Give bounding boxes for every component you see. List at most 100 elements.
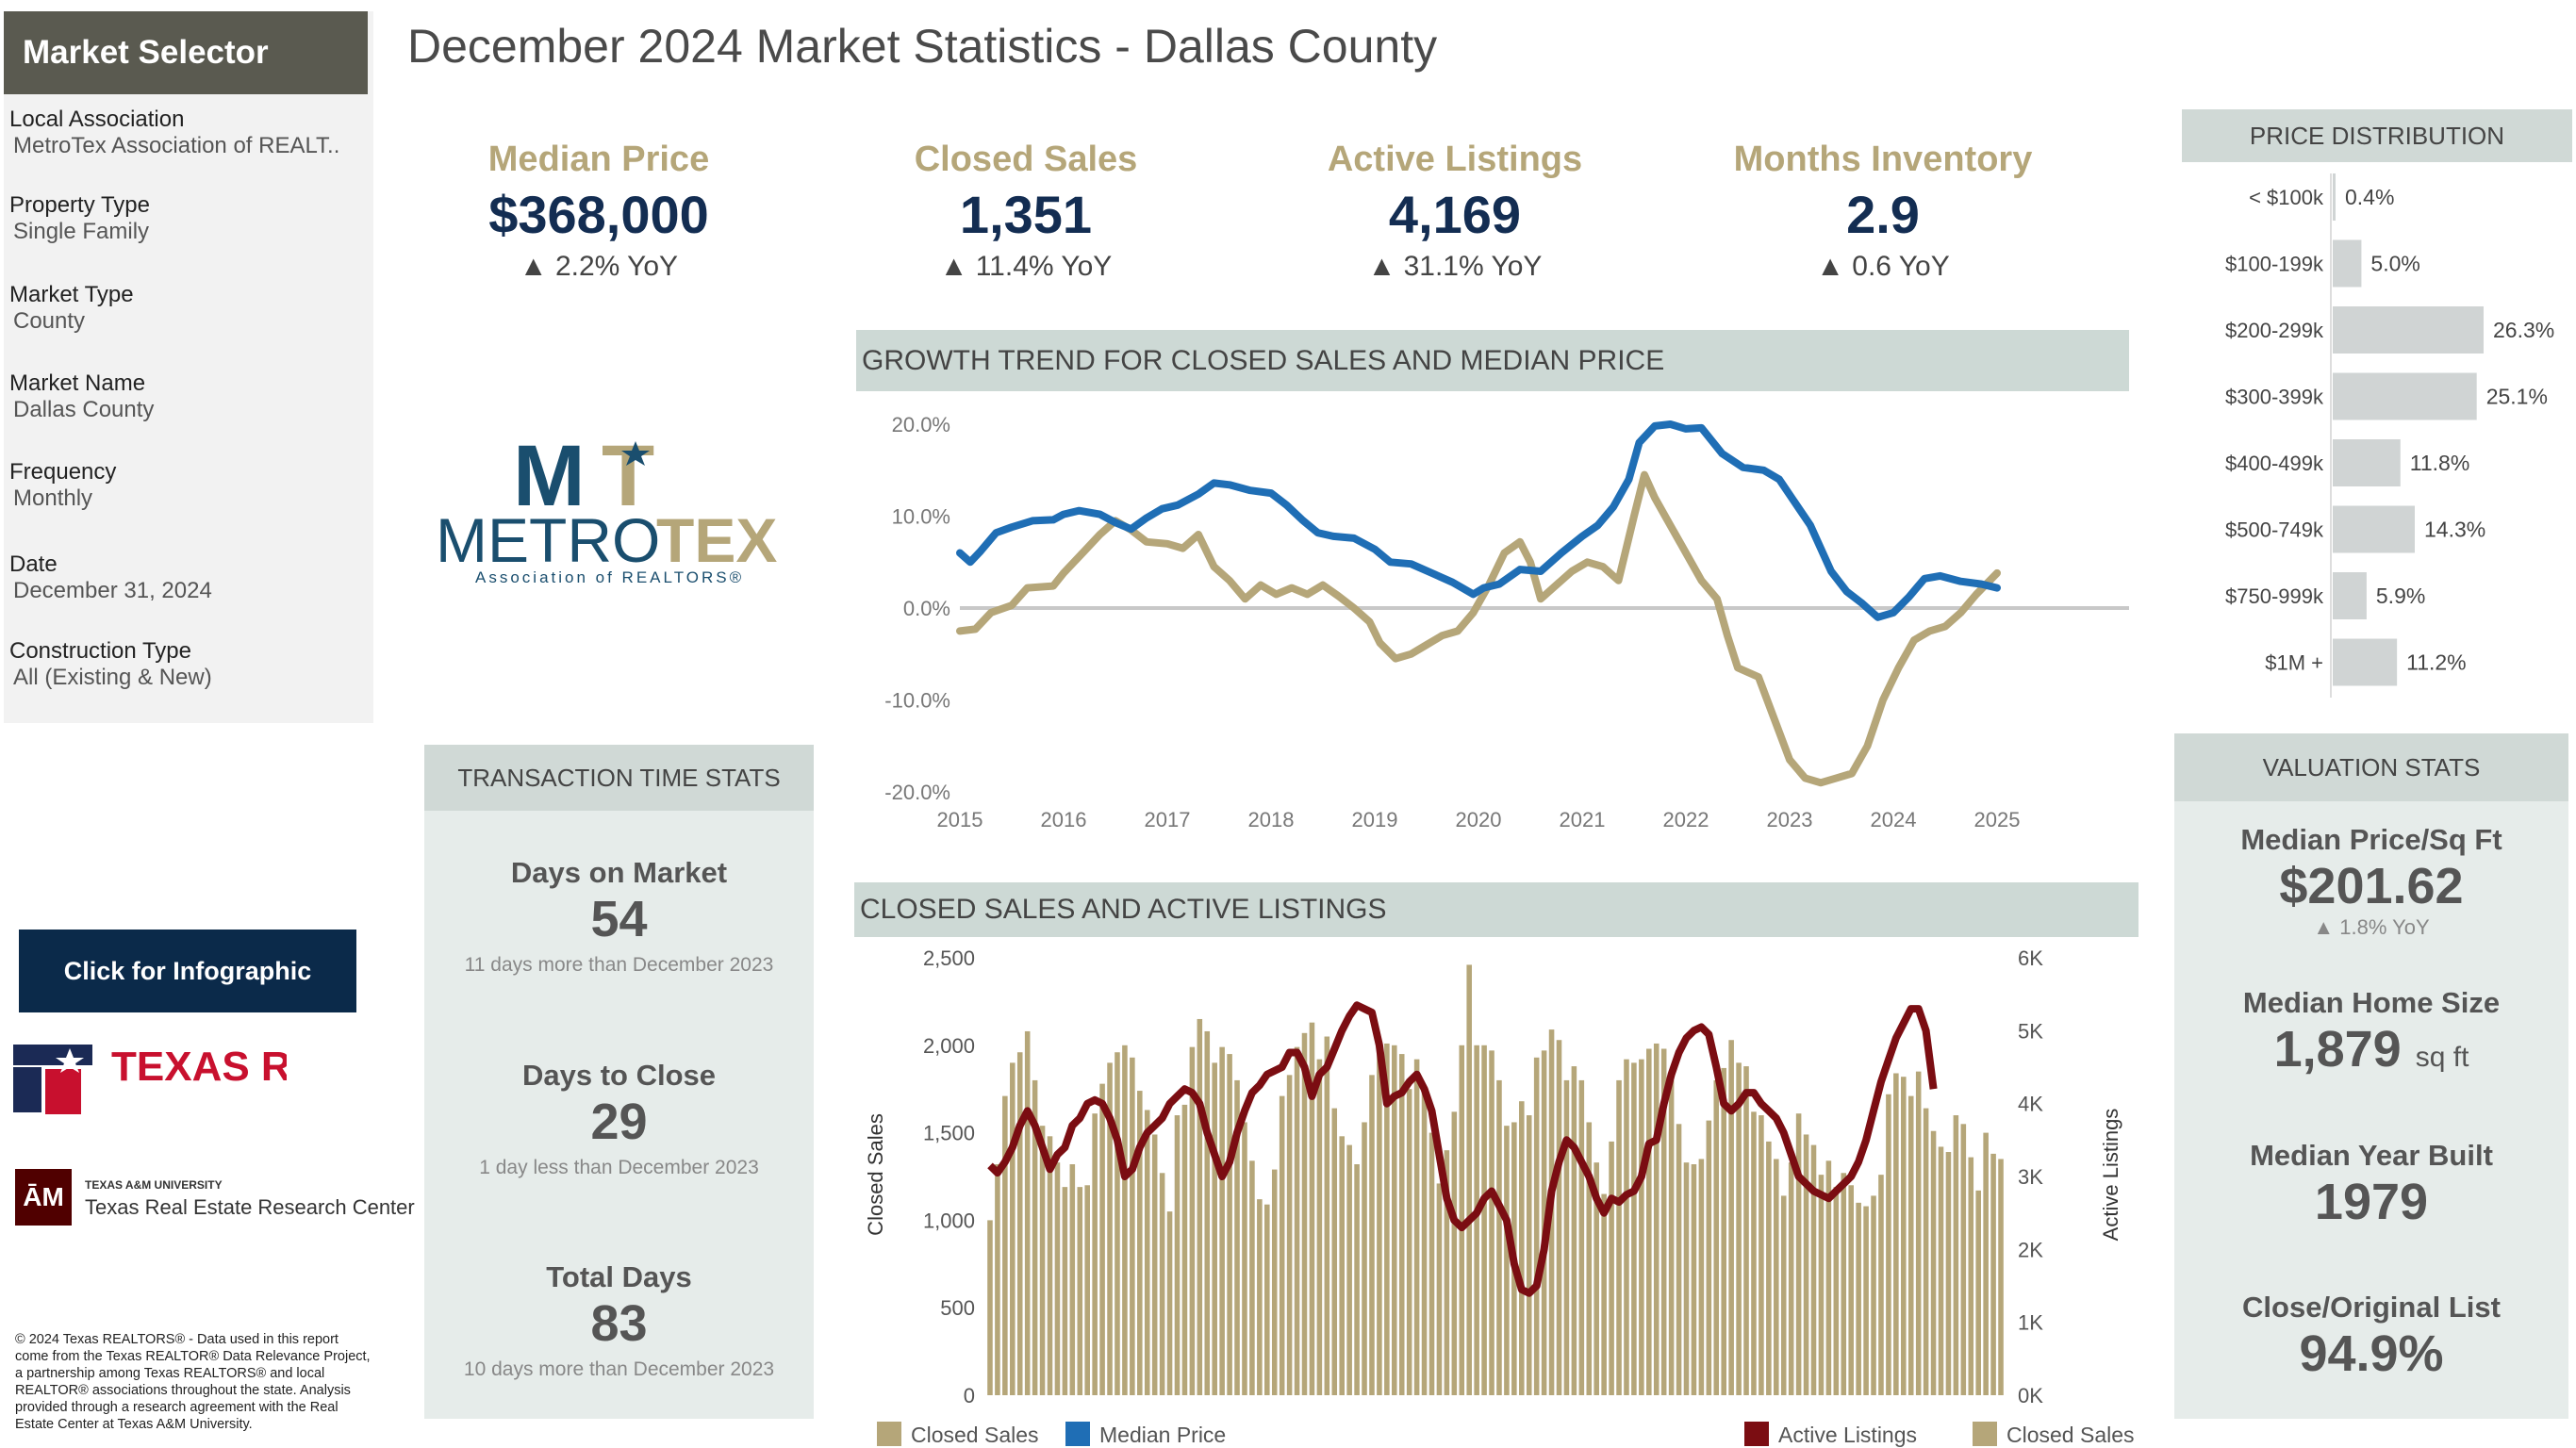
stat-value: 29 — [590, 1094, 648, 1150]
tamu-logo-icon: ĀM — [15, 1169, 72, 1226]
closed-sales-bar — [1504, 1126, 1510, 1395]
infographic-button[interactable]: Click for Infographic — [19, 930, 356, 1012]
closed-sales-bar — [1563, 1079, 1570, 1395]
kpi-value: 1,351 — [959, 185, 1093, 244]
closed-sales-bar — [1286, 1075, 1293, 1395]
closed-sales-bar — [1624, 1059, 1629, 1395]
closed-sales-bar — [1803, 1134, 1809, 1395]
closed-sales-bar — [1016, 1052, 1023, 1395]
closed-sales-bar — [1279, 1095, 1285, 1395]
legend-swatch-growth-median-price — [1065, 1422, 1090, 1446]
kpi-label: Months Inventory — [1733, 140, 2033, 179]
filter-label-property-type: Property Type — [9, 192, 150, 218]
closed-sales-bar — [1166, 1211, 1173, 1395]
closed-sales-bar — [1339, 1136, 1345, 1395]
price-bar — [2333, 505, 2415, 553]
closed-sales-bar — [1930, 1130, 1937, 1395]
closed-sales-bar — [1616, 1079, 1622, 1395]
closed-sales-bar — [1324, 1036, 1330, 1395]
growth-trend-chart: 20.0% 10.0% 0.0% -10.0% -20.0% 2015 2016 2017 20… — [884, 413, 2129, 831]
closed-sales-bar — [1533, 1057, 1540, 1395]
closed-sales-bar — [1181, 1104, 1188, 1395]
stat-label: Total Days — [546, 1260, 692, 1293]
closed-sales-bar — [1189, 1046, 1196, 1395]
filter-label-local-association: Local Association — [9, 107, 185, 132]
closed-sales-bar — [1945, 1152, 1952, 1395]
y-tick-label: 10.0% — [892, 505, 950, 529]
kpi-value: 2.9 — [1846, 185, 1920, 244]
closed-sales-bar — [1459, 1045, 1465, 1395]
metrotex-logo: M T METRO TEX Association of REALTORS® — [436, 428, 777, 586]
y2-tick-label: 5K — [2018, 1019, 2043, 1043]
x-tick-label: 2017 — [1145, 808, 1191, 831]
closed-sales-bar — [1032, 1079, 1038, 1395]
closed-sales-bar — [1316, 1059, 1323, 1395]
y2-tick-label: 2K — [2018, 1238, 2043, 1261]
closed-sales-bar — [1841, 1173, 1847, 1395]
kpi-change: ▲ 11.4% YoY — [939, 251, 1113, 282]
legend-swatch-closed-sales — [1973, 1422, 1997, 1446]
category-label: $300-399k — [2225, 386, 2324, 409]
price-bar — [2333, 306, 2484, 354]
filter-value-construction-type[interactable]: All (Existing & New) — [13, 665, 212, 690]
closed-sales-bar — [1294, 1046, 1300, 1395]
closed-sales-bar — [1639, 1059, 1644, 1395]
filter-value-property-type[interactable]: Single Family — [13, 219, 150, 244]
val-value: 1979 — [2314, 1174, 2429, 1230]
closed-sales-bar — [1234, 1079, 1240, 1395]
val-close-original-list: Close/Original List 94.9% — [2174, 1291, 2568, 1383]
closed-sales-bar — [1871, 1195, 1876, 1395]
closed-sales-bar — [1092, 1113, 1098, 1395]
metrotex-mark-m: M — [513, 428, 586, 524]
filter-value-date[interactable]: December 31, 2024 — [13, 578, 212, 603]
texas-realtors-logo: TEXAS REALTORS — [13, 1044, 287, 1114]
closed-sales-bar — [1204, 1030, 1211, 1395]
closed-sales-bar — [1578, 1079, 1585, 1395]
series-line-median-price — [956, 420, 2001, 621]
legend-swatch-growth-closed-sales — [877, 1422, 901, 1446]
price-bar-label: 25.1% — [2486, 385, 2548, 409]
price-bar-label: 0.4% — [2345, 185, 2394, 209]
closed-sales-bar — [1698, 1159, 1705, 1395]
price-distribution-chart: < $100k 0.4% $100-199k 5.0% $200-299k 26.3% $3… — [2225, 173, 2554, 698]
closed-sales-bar — [1706, 1120, 1712, 1395]
closed-sales-bar — [1915, 1071, 1922, 1395]
closed-sales-bar — [1721, 1067, 1726, 1395]
metrotex-wordmark-metro: METRO — [436, 505, 660, 575]
transaction-time-panel — [424, 745, 814, 1419]
closed-sales-bar — [1759, 1115, 1764, 1395]
x-tick-label: 2022 — [1663, 808, 1709, 831]
closed-sales-bar — [987, 1220, 993, 1395]
x-tick-label: 2021 — [1560, 808, 1606, 831]
filter-value-frequency[interactable]: Monthly — [13, 485, 93, 511]
filter-value-market-name[interactable]: Dallas County — [13, 397, 155, 422]
closed-sales-bar — [1137, 1091, 1143, 1395]
kpi-change: ▲ 0.6 YoY — [1816, 251, 1950, 282]
x-tick-label: 2015 — [937, 808, 983, 831]
val-label: Median Home Size — [2242, 986, 2501, 1019]
closed-sales-bar — [1219, 1046, 1225, 1395]
closed-sales-listings-chart: 2,500 2,000 1,500 1,000 500 0 6K 5K 4K 3K 2K 1K 0K Cl… — [864, 946, 2135, 1447]
x-tick-label: 2024 — [1871, 808, 1917, 831]
y-tick-label: 20.0% — [892, 413, 950, 436]
closed-sales-bar — [1825, 1160, 1832, 1395]
filter-value-local-association[interactable]: MetroTex Association of REALT.. — [13, 133, 340, 158]
closed-sales-bar — [1774, 1159, 1779, 1395]
category-label: $400-499k — [2225, 452, 2324, 475]
kpi-months-inventory: Months Inventory 2.9 ▲ 0.6 YoY — [1680, 140, 2086, 283]
y2-tick-label: 1K — [2018, 1311, 2043, 1335]
closed-sales-bar — [1743, 1066, 1749, 1395]
filter-value-market-type[interactable]: County — [13, 308, 86, 334]
closed-sales-bar — [1271, 1169, 1278, 1395]
val-value: 1,879 — [2273, 1021, 2402, 1078]
metrotex-star-icon — [621, 441, 650, 466]
x-tick-label: 2018 — [1248, 808, 1295, 831]
closed-sales-bar — [1653, 1043, 1660, 1395]
closed-sales-bar — [1362, 1122, 1367, 1395]
closed-sales-bar — [1384, 1043, 1390, 1395]
kpi-value: $368,000 — [488, 185, 709, 244]
closed-sales-bar — [1428, 1132, 1435, 1395]
closed-sales-bar — [1728, 1040, 1734, 1395]
metrotex-tagline: Association of REALTORS® — [475, 568, 744, 586]
closed-sales-bar — [1197, 1018, 1203, 1395]
